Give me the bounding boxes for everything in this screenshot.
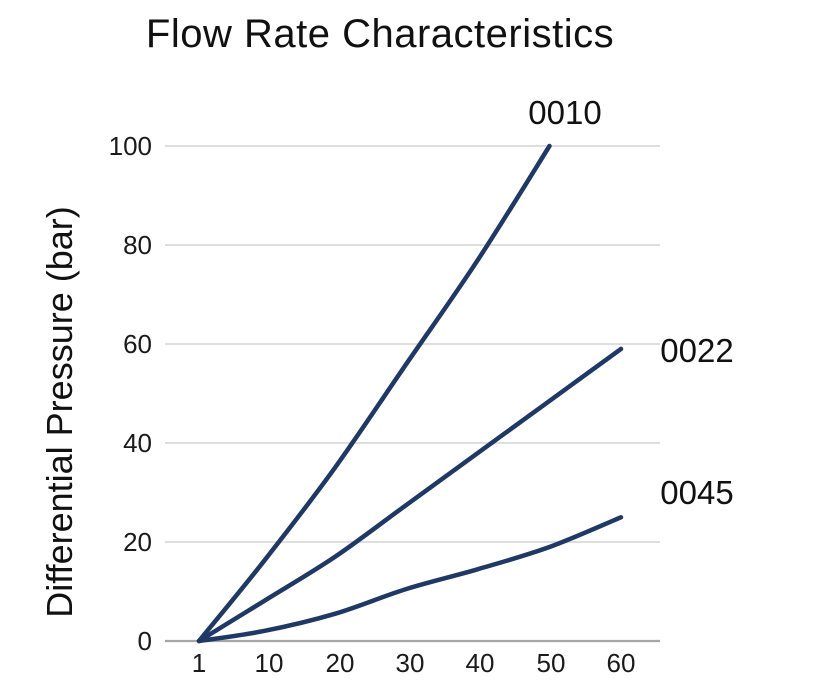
series-line-0010 — [196, 143, 552, 644]
x-tick-label-30: 30 — [395, 648, 425, 678]
y-tick-label-60: 60 — [123, 329, 152, 359]
series-line-0022 — [196, 346, 624, 644]
x-tick-label-40: 40 — [465, 648, 495, 678]
y-tick-label-20: 20 — [123, 527, 152, 557]
series-label-0045: 0045 — [660, 474, 734, 511]
series-label-0022: 0022 — [660, 332, 734, 369]
y-tick-label-0: 0 — [137, 626, 152, 656]
x-tick-label-50: 50 — [536, 648, 566, 678]
x-tick-label-1: 1 — [191, 648, 207, 678]
y-tick-label-40: 40 — [123, 428, 152, 458]
x-tick-label-10: 10 — [254, 648, 284, 678]
y-tick-label-100: 100 — [108, 131, 152, 161]
x-tick-label-60: 60 — [606, 648, 636, 678]
y-axis-title: Differential Pressure (bar) — [39, 206, 80, 618]
y-tick-label-80: 80 — [123, 230, 152, 260]
series-line-0045 — [196, 515, 624, 644]
series-label-0010: 0010 — [528, 94, 602, 131]
x-tick-label-20: 20 — [325, 648, 355, 678]
chart-title: Flow Rate Characteristics — [145, 12, 615, 56]
